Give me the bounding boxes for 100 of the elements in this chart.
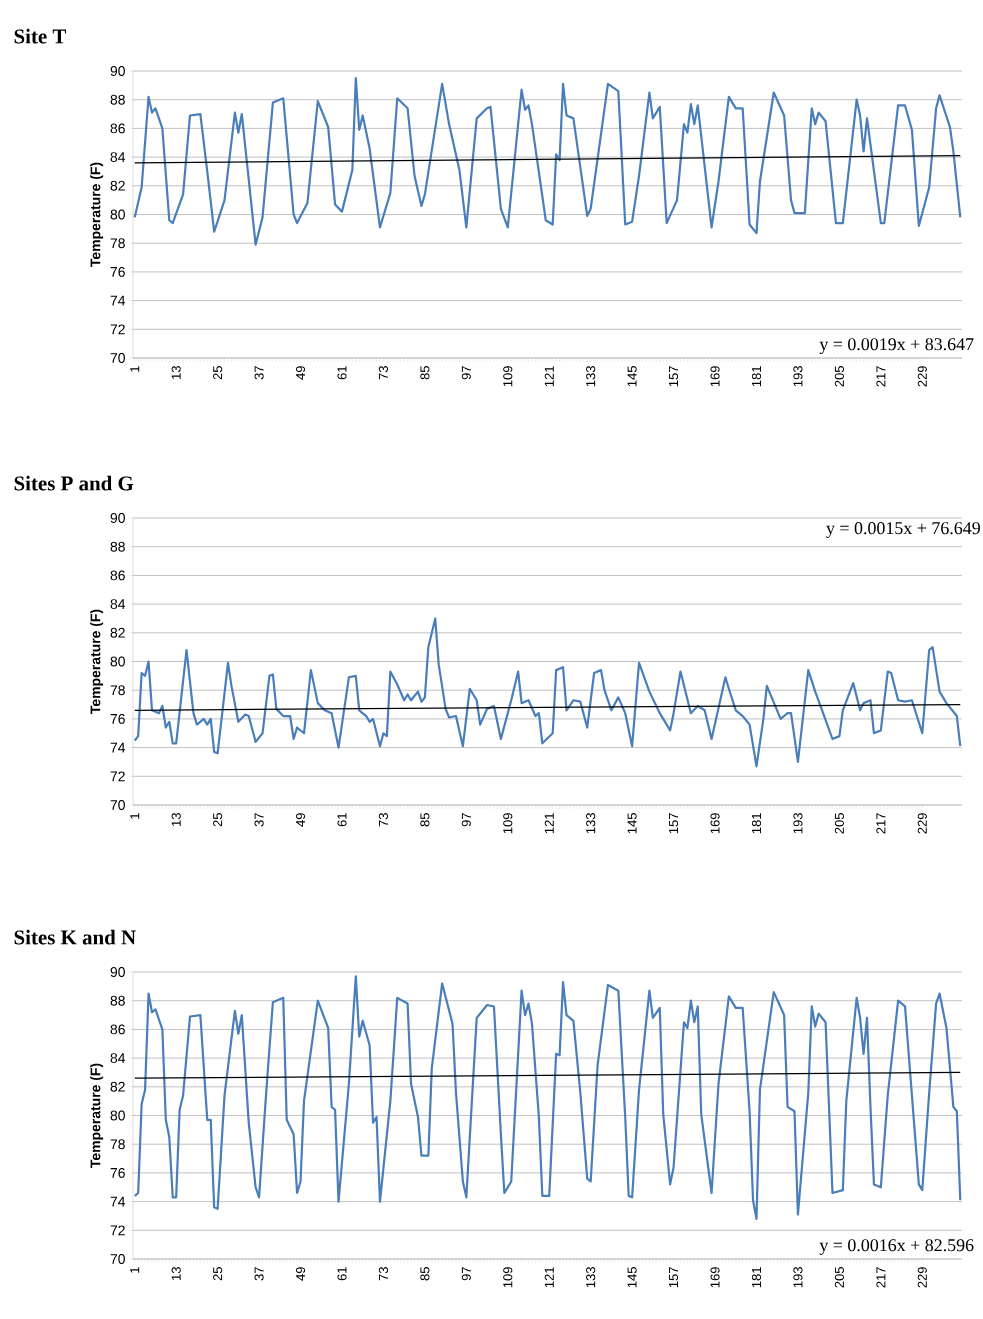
x-tick-label: 109 — [503, 366, 513, 387]
x-tick-label: 205 — [834, 1267, 844, 1288]
x-tick-label: 1 — [130, 1267, 140, 1273]
y-tick-label: 84 — [110, 1053, 126, 1064]
x-tick-label: 181 — [751, 366, 762, 387]
x-tick-label: 193 — [793, 1267, 803, 1288]
x-tick-label: 85 — [420, 366, 430, 380]
y-tick-label: 90 — [110, 66, 125, 76]
y-tick-label: 78 — [110, 1139, 125, 1150]
line-series — [133, 975, 962, 1220]
x-tick-label: 97 — [461, 813, 471, 827]
x-tick-label: 37 — [254, 1267, 264, 1281]
x-tick-label: 85 — [420, 1267, 430, 1281]
x-tick-label: 73 — [378, 366, 389, 380]
x-tick-label: 37 — [254, 813, 264, 827]
x-tick-label: 145 — [627, 813, 637, 834]
y-tick-label: 72 — [110, 1225, 125, 1236]
x-tick-label: 133 — [586, 1267, 596, 1288]
x-tick-label: 217 — [876, 366, 886, 387]
y-tick-label: 82 — [110, 1081, 125, 1092]
x-tick-label: 193 — [793, 366, 803, 387]
x-tick-label: 157 — [669, 813, 679, 834]
annotation: y = 0.0015x + 76.649 — [826, 522, 980, 538]
line-series — [133, 77, 962, 246]
annotation: y = 0.0016x + 82.596 — [819, 1239, 974, 1255]
y-tick-label: 72 — [110, 771, 125, 782]
x-tick-label: 217 — [876, 813, 886, 834]
y-tick-label: 74 — [110, 1196, 126, 1207]
x-tick-label: 61 — [337, 366, 347, 380]
y-tick-label: 78 — [110, 685, 125, 696]
x-tick-label: 181 — [751, 813, 762, 834]
y-tick-label: 86 — [110, 1024, 125, 1035]
x-tick-label: 205 — [834, 366, 844, 387]
x-tick-label: 193 — [793, 813, 803, 834]
chart-title: Site T — [14, 28, 67, 44]
y-axis-title: Temperature (F) — [90, 162, 104, 267]
x-tick-label: 97 — [461, 366, 471, 380]
y-tick-label: 82 — [110, 627, 125, 638]
chart-title: Sites P and G — [14, 475, 134, 491]
x-tick-label: 121 — [544, 1267, 554, 1288]
y-tick-label: 72 — [110, 324, 125, 335]
y-tick-label: 82 — [110, 180, 125, 191]
y-tick-label: 76 — [110, 1167, 125, 1178]
x-tick-label: 25 — [213, 813, 223, 827]
x-tick-label: 85 — [420, 813, 430, 827]
x-tick-label: 205 — [834, 813, 844, 834]
y-tick-label: 88 — [110, 541, 125, 552]
x-tick-label: 13 — [171, 813, 181, 826]
x-tick-label: 49 — [295, 366, 306, 380]
chart-title: Sites K and N — [14, 929, 136, 945]
x-tick-label: 229 — [917, 813, 927, 834]
x-tick-label: 61 — [337, 1267, 347, 1281]
y-tick-label: 78 — [110, 238, 125, 249]
x-tick-label: 169 — [710, 366, 720, 387]
x-tick-label: 1 — [130, 366, 140, 372]
x-tick-label: 49 — [295, 1267, 306, 1281]
y-axis-title: Temperature (F) — [90, 609, 104, 714]
y-tick-label: 80 — [110, 209, 125, 220]
x-tick-label: 37 — [254, 366, 264, 380]
x-tick-label: 169 — [710, 813, 720, 834]
x-tick-label: 25 — [213, 1267, 223, 1281]
y-tick-label: 86 — [110, 570, 125, 581]
line-series — [133, 617, 962, 768]
y-tick-label: 90 — [110, 967, 125, 977]
x-tick-label: 61 — [337, 813, 347, 827]
y-tick-label: 88 — [110, 995, 125, 1006]
y-tick-label: 80 — [110, 656, 125, 667]
y-tick-label: 86 — [110, 123, 125, 134]
x-tick-label: 229 — [917, 1267, 927, 1288]
x-tick-label: 73 — [378, 813, 389, 827]
x-tick-label: 97 — [461, 1267, 471, 1281]
x-tick-label: 133 — [586, 813, 596, 834]
x-tick-label: 229 — [917, 366, 927, 387]
x-tick-label: 49 — [295, 813, 306, 827]
y-tick-label: 70 — [110, 1254, 125, 1264]
x-tick-label: 157 — [669, 1267, 679, 1288]
y-tick-label: 80 — [110, 1110, 125, 1121]
x-tick-label: 25 — [213, 366, 223, 380]
y-tick-label: 70 — [110, 353, 125, 363]
x-tick-label: 169 — [710, 1267, 720, 1288]
y-tick-label: 76 — [110, 266, 125, 277]
y-tick-label: 74 — [110, 742, 126, 753]
y-tick-label: 76 — [110, 713, 125, 724]
y-tick-label: 90 — [110, 513, 125, 523]
x-tick-label: 13 — [171, 1267, 181, 1280]
y-tick-label: 88 — [110, 94, 125, 105]
y-tick-label: 84 — [110, 152, 126, 163]
annotation: y = 0.0019x + 83.647 — [819, 338, 974, 354]
y-tick-label: 84 — [110, 599, 126, 610]
x-tick-label: 109 — [503, 1267, 513, 1288]
x-tick-label: 217 — [876, 1267, 886, 1288]
x-tick-label: 73 — [378, 1267, 389, 1281]
x-tick-label: 145 — [627, 366, 637, 387]
x-tick-label: 145 — [627, 1267, 637, 1288]
y-tick-label: 74 — [110, 295, 126, 306]
x-tick-label: 133 — [586, 366, 596, 387]
x-tick-label: 121 — [544, 813, 554, 834]
x-tick-label: 181 — [751, 1267, 762, 1288]
y-axis-title: Temperature (F) — [90, 1063, 104, 1168]
y-tick-label: 70 — [110, 800, 125, 810]
